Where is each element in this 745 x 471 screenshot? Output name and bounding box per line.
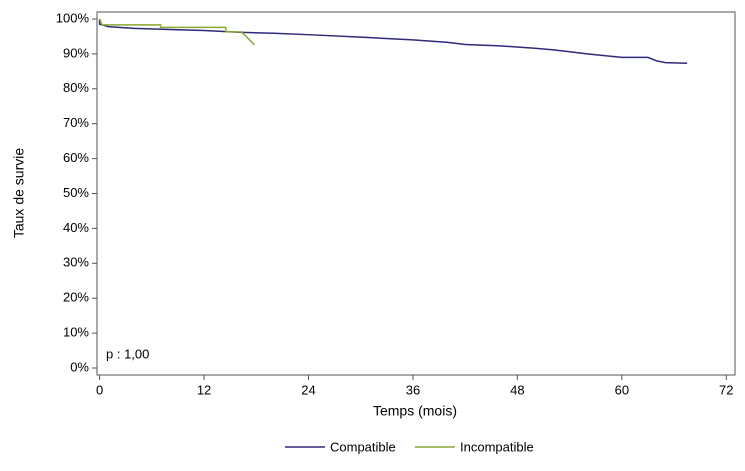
x-tick-label: 24 [301, 382, 315, 397]
legend-label: Incompatible [460, 439, 534, 454]
x-tick-label: 48 [510, 382, 524, 397]
x-axis-title: Temps (mois) [373, 403, 457, 419]
y-tick-label: 70% [63, 115, 89, 130]
y-tick-label: 80% [63, 80, 89, 95]
survival-curve [98, 18, 256, 46]
x-tick-label: 60 [615, 382, 629, 397]
y-tick-label: 10% [63, 325, 89, 340]
y-tick-label: 20% [63, 290, 89, 305]
y-tick-label: 100% [56, 10, 90, 25]
y-tick-label: 40% [63, 220, 89, 235]
y-tick-label: 60% [63, 150, 89, 165]
y-tick-label: 0% [70, 359, 89, 374]
plot-frame [96, 11, 736, 376]
y-tick-label: 50% [63, 185, 89, 200]
x-tick-label: 72 [719, 382, 733, 397]
y-tick-label: 90% [63, 45, 89, 60]
annotation: p : 1,00 [106, 346, 149, 361]
x-tick-label: 36 [406, 382, 420, 397]
y-axis-title: Taux de survie [11, 148, 27, 238]
x-tick-label: 12 [197, 382, 211, 397]
x-tick-label: 0 [96, 382, 103, 397]
survival-curve [98, 18, 688, 65]
y-tick-label: 30% [63, 255, 89, 270]
legend-label: Compatible [330, 439, 396, 454]
